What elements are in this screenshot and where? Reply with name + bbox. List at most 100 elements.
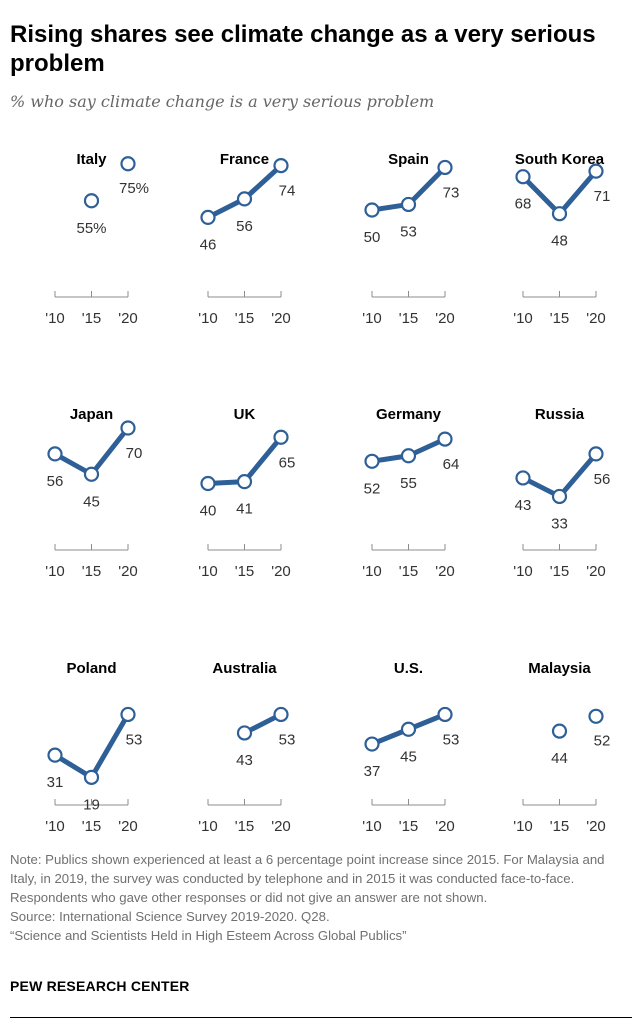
chart-title: Rising shares see climate change as a ve…	[10, 21, 596, 77]
data-point-poland-0	[47, 747, 63, 763]
x-tick-label-australia-2: '20	[271, 818, 291, 835]
data-label-spain-2: 73	[443, 184, 460, 201]
data-label-germany-2: 64	[443, 456, 460, 473]
panel-title-south-korea: South Korea	[515, 151, 605, 168]
data-label-france-1: 56	[236, 218, 253, 235]
x-tick-label-japan-1: '15	[82, 563, 102, 580]
panel-title-australia: Australia	[212, 660, 277, 677]
data-label-u-s-0: 37	[364, 763, 381, 780]
data-label-malaysia-0: 44	[551, 750, 568, 767]
x-tick-label-spain-1: '15	[399, 310, 419, 327]
data-label-poland-0: 31	[47, 774, 64, 791]
data-point-uk-2	[273, 429, 289, 445]
data-point-south-korea-2	[588, 163, 604, 179]
x-tick-label-australia-1: '15	[235, 818, 255, 835]
x-tick-label-uk-1: '15	[235, 563, 255, 580]
data-point-malaysia-1	[588, 708, 604, 724]
x-tick-label-japan-0: '10	[45, 563, 65, 580]
x-tick-label-spain-0: '10	[362, 310, 382, 327]
data-label-australia-0: 43	[236, 752, 253, 769]
footnotes: Note: Publics shown experienced at least…	[10, 850, 630, 945]
x-tick-label-germany-2: '20	[435, 563, 455, 580]
panel-title-malaysia: Malaysia	[528, 660, 591, 677]
data-point-germany-2	[437, 431, 453, 447]
x-tick-label-south-korea-2: '20	[586, 310, 606, 327]
data-point-south-korea-0	[515, 169, 531, 185]
x-tick-label-france-2: '20	[271, 310, 291, 327]
x-tick-label-australia-0: '10	[198, 818, 218, 835]
x-tick-label-u-s-1: '15	[399, 818, 419, 835]
data-label-spain-0: 50	[364, 229, 381, 246]
source-text: Source: International Science Survey 201…	[10, 909, 330, 924]
data-label-uk-1: 41	[236, 501, 253, 518]
data-label-japan-1: 45	[83, 493, 100, 510]
x-tick-label-japan-2: '20	[118, 563, 138, 580]
note-text: Note: Publics shown experienced at least…	[10, 852, 605, 905]
data-label-russia-0: 43	[515, 497, 532, 514]
panel-title-russia: Russia	[535, 406, 585, 423]
x-tick-label-russia-1: '15	[550, 563, 570, 580]
data-label-uk-2: 65	[279, 454, 296, 471]
data-point-uk-1	[236, 474, 253, 490]
data-point-japan-0	[47, 446, 63, 462]
data-label-u-s-2: 53	[443, 731, 460, 748]
panel-title-japan: Japan	[70, 406, 113, 423]
data-point-u-s-0	[364, 736, 380, 752]
x-tick-label-poland-0: '10	[45, 818, 65, 835]
data-label-u-s-1: 45	[400, 748, 417, 765]
x-tick-label-u-s-0: '10	[362, 818, 382, 835]
data-label-uk-0: 40	[200, 503, 217, 520]
data-label-poland-2: 53	[126, 731, 143, 748]
data-label-france-0: 46	[200, 236, 217, 253]
bottom-divider	[10, 1017, 632, 1018]
data-point-spain-2	[437, 159, 453, 176]
x-tick-label-russia-2: '20	[586, 563, 606, 580]
x-tick-label-south-korea-0: '10	[513, 310, 533, 327]
data-label-south-korea-2: 71	[594, 188, 611, 205]
panel-title-spain: Spain	[388, 151, 429, 168]
data-point-uk-0	[200, 475, 216, 492]
data-point-spain-1	[400, 196, 417, 213]
data-point-japan-1	[83, 466, 100, 482]
x-tick-label-italy-0: '10	[45, 310, 65, 327]
data-point-france-2	[273, 158, 289, 174]
data-point-australia-0	[236, 725, 253, 741]
x-tick-label-u-s-2: '20	[435, 818, 455, 835]
data-point-germany-0	[364, 453, 380, 469]
report-title: “Science and Scientists Held in High Est…	[10, 928, 407, 943]
x-tick-label-malaysia-0: '10	[513, 818, 533, 835]
data-point-south-korea-1	[551, 206, 568, 222]
data-point-japan-2	[120, 420, 136, 436]
x-tick-label-malaysia-2: '20	[586, 818, 606, 835]
x-tick-label-france-1: '15	[235, 310, 255, 327]
x-tick-label-russia-0: '10	[513, 563, 533, 580]
x-tick-label-italy-2: '20	[118, 310, 138, 327]
data-label-russia-2: 56	[594, 471, 611, 488]
data-label-germany-1: 55	[400, 475, 417, 492]
data-label-malaysia-1: 52	[594, 732, 611, 749]
data-point-australia-1	[273, 706, 289, 723]
data-label-poland-1: 19	[83, 796, 100, 813]
panel-title-poland: Poland	[66, 660, 116, 677]
data-point-u-s-2	[437, 706, 453, 723]
data-point-spain-0	[364, 202, 380, 218]
data-label-germany-0: 52	[364, 480, 381, 497]
data-point-germany-1	[400, 448, 417, 464]
data-label-japan-0: 56	[47, 473, 64, 490]
panel-title-france: France	[220, 151, 269, 168]
x-tick-label-germany-1: '15	[399, 563, 419, 580]
x-tick-label-uk-0: '10	[198, 563, 218, 580]
data-label-france-2: 74	[279, 183, 296, 200]
data-label-south-korea-1: 48	[551, 233, 568, 250]
data-point-russia-0	[515, 470, 531, 486]
data-point-russia-1	[551, 488, 568, 505]
data-point-france-1	[236, 191, 253, 207]
data-label-italy-0: 55%	[76, 220, 106, 237]
data-label-australia-1: 53	[279, 731, 296, 748]
data-label-japan-2: 70	[126, 445, 143, 462]
x-tick-label-malaysia-1: '15	[550, 818, 570, 835]
x-tick-label-uk-2: '20	[271, 563, 291, 580]
x-tick-label-poland-1: '15	[82, 818, 102, 835]
series-line-poland	[52, 711, 131, 780]
x-tick-label-poland-2: '20	[118, 818, 138, 835]
